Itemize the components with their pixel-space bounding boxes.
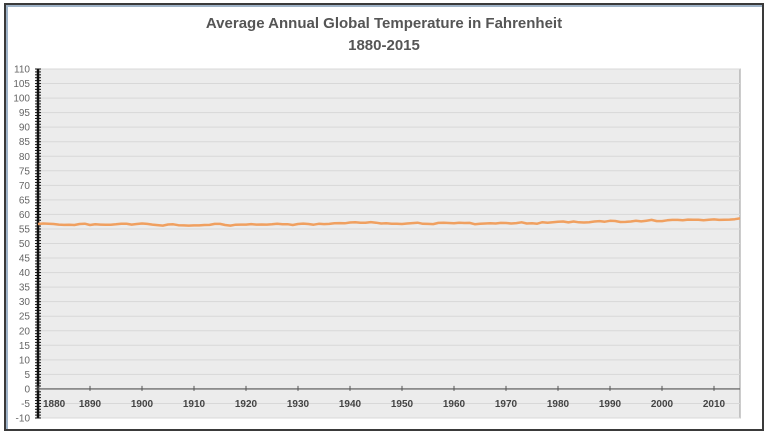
y-tick-label: 25 xyxy=(19,312,31,323)
x-tick-label: 1980 xyxy=(547,399,570,410)
y-tick-label: 65 xyxy=(19,195,31,206)
y-tick-label: 10 xyxy=(19,355,31,366)
y-tick-label: 15 xyxy=(19,341,31,352)
chart-title: Average Annual Global Temperature in Fah… xyxy=(205,15,563,32)
y-tick-label: -10 xyxy=(16,414,31,425)
y-tick-label: 60 xyxy=(19,210,31,221)
x-tick-label: 1880 xyxy=(43,399,66,410)
x-tick-label: 1970 xyxy=(495,399,518,410)
y-tick-label: 5 xyxy=(24,370,30,381)
y-tick-label: 100 xyxy=(13,94,30,105)
x-tick-label: 1930 xyxy=(287,399,310,410)
x-tick-label: 1960 xyxy=(443,399,466,410)
temperature-line xyxy=(37,217,741,227)
y-tick-label: 75 xyxy=(19,166,31,177)
x-tick-label: 2010 xyxy=(703,399,726,410)
y-tick-label: 90 xyxy=(19,123,31,134)
y-tick-label: -5 xyxy=(21,399,30,410)
x-tick-label: 1920 xyxy=(235,399,258,410)
y-tick-label: 35 xyxy=(19,283,31,294)
y-tick-label: 30 xyxy=(19,297,31,308)
y-tick-label: 80 xyxy=(19,152,31,163)
y-tick-label: 70 xyxy=(19,181,31,192)
y-tick-label: 95 xyxy=(19,108,31,119)
x-tick-label: 1890 xyxy=(79,399,102,410)
y-tick-label: 40 xyxy=(19,268,31,279)
chart-subtitle: 1880-2015 xyxy=(348,37,420,54)
y-tick-label: 20 xyxy=(19,326,31,337)
x-tick-label: 1910 xyxy=(183,399,206,410)
x-tick-label: 1990 xyxy=(599,399,622,410)
x-tick-label: 1940 xyxy=(339,399,362,410)
y-tick-label: 110 xyxy=(14,65,30,76)
y-tick-label: 45 xyxy=(19,254,31,265)
y-tick-label: 0 xyxy=(24,384,30,395)
x-tick-label: 2000 xyxy=(651,399,674,410)
y-tick-label: 55 xyxy=(19,224,31,235)
y-tick-label: 105 xyxy=(13,79,30,90)
x-tick-label: 1950 xyxy=(391,399,414,410)
y-tick-label: 85 xyxy=(19,137,31,148)
y-tick-label: 50 xyxy=(19,239,31,250)
x-tick-label: 1900 xyxy=(131,399,154,410)
